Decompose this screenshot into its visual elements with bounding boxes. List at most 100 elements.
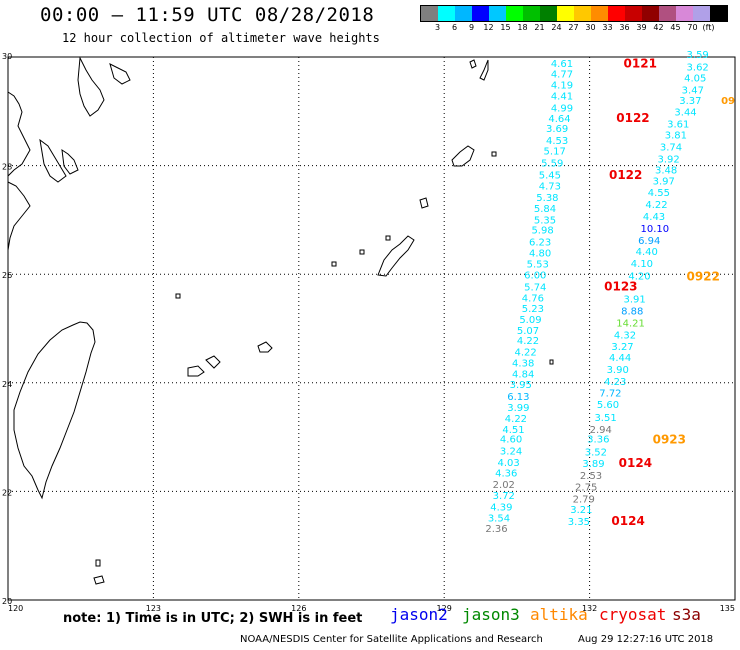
wave-label: 4.22 — [514, 348, 536, 359]
color-scale-legend: 3 6 9 12 15 18 21 24 27 30 33 36 39 42 45 70 (ft) — [420, 5, 740, 35]
wave-label: 6.94 — [638, 236, 660, 247]
wave-label: 4.64 — [548, 114, 570, 125]
tick-label-lat-28: 28 — [2, 163, 12, 172]
scale-label: 30 — [585, 23, 596, 32]
wave-label: 0124 — [611, 514, 644, 528]
wave-label: 0922 — [687, 270, 720, 284]
wave-label: 4.61 — [551, 59, 573, 70]
coast-yaku — [469, 59, 477, 69]
scale-label: 36 — [619, 23, 630, 32]
wave-label: 5.07 — [517, 326, 539, 337]
scale-label: 24 — [551, 23, 562, 32]
wave-label: 09 — [721, 96, 735, 107]
wave-label: 7.72 — [599, 388, 621, 399]
satellite-cryosat: cryosat — [599, 605, 667, 624]
wave-label: 3.61 — [667, 120, 689, 131]
wave-label: 3.89 — [582, 459, 604, 470]
wave-label: 4.55 — [648, 188, 670, 199]
wave-label: 4.43 — [643, 212, 665, 223]
scale-swatch — [438, 6, 455, 21]
wave-label: 4.60 — [500, 435, 522, 446]
coast-ishigaki — [187, 365, 205, 377]
wave-label: 3.91 — [624, 294, 646, 305]
tick-label-lat-20: 20 — [2, 597, 12, 606]
scale-swatch — [642, 6, 659, 21]
coast-china-4 — [77, 56, 105, 117]
coast-kume — [359, 249, 365, 255]
wave-label: 4.73 — [539, 181, 561, 192]
wave-label: 0124 — [619, 456, 652, 470]
wave-label: 4.38 — [512, 359, 534, 370]
tick-label-lat-22: 22 — [2, 488, 12, 497]
wave-label: 2.53 — [580, 471, 602, 482]
scale-swatch — [421, 6, 438, 21]
wave-label: 3.69 — [546, 124, 568, 135]
scale-label: 42 — [653, 23, 664, 32]
scale-label: 21 — [534, 23, 545, 32]
coast-kerama — [331, 261, 337, 267]
wave-label: 5.09 — [519, 315, 541, 326]
wave-label: 4.20 — [628, 272, 650, 283]
wave-label: 3.62 — [687, 63, 709, 74]
wave-label: 3.90 — [607, 365, 629, 376]
wave-label: 4.19 — [551, 80, 573, 91]
wave-label: 3.59 — [687, 50, 709, 61]
scale-swatch — [455, 6, 472, 21]
wave-label: 4.03 — [498, 458, 520, 469]
map-subtitle: 12 hour collection of altimeter wave hei… — [62, 31, 380, 45]
coast-small-island-1 — [95, 559, 101, 567]
wave-label: 4.53 — [546, 136, 568, 147]
wave-label: 5.53 — [527, 260, 549, 271]
wave-label: 3.52 — [585, 448, 607, 459]
wave-label: 3.35 — [568, 517, 590, 528]
wave-label: 5.35 — [534, 216, 556, 227]
wave-label: 4.44 — [609, 353, 631, 364]
scale-swatch — [591, 6, 608, 21]
tick-label-lon-129: 129 — [437, 604, 452, 613]
wave-label: 5.74 — [524, 282, 546, 293]
wave-label: 4.76 — [522, 293, 544, 304]
coast-tokunoshima — [419, 197, 429, 209]
scale-swatch — [523, 6, 540, 21]
wave-label: 5.38 — [536, 193, 558, 204]
scale-unit: (ft) — [702, 23, 715, 32]
wave-label: 6.23 — [529, 237, 551, 248]
wave-label: 4.80 — [529, 248, 551, 259]
wave-label: 4.99 — [551, 103, 573, 114]
tick-label-lon-126: 126 — [291, 604, 306, 613]
scale-swatch — [608, 6, 625, 21]
tick-label-lat-30: 30 — [2, 52, 12, 61]
wave-label: 3.44 — [674, 108, 696, 119]
satellite-altika: altika — [530, 605, 588, 624]
wave-label: 3.74 — [660, 142, 682, 153]
tick-label-lat-26: 26 — [2, 271, 12, 280]
wave-label: 3.27 — [611, 342, 633, 353]
scale-swatch — [710, 6, 727, 21]
coast-amami — [451, 145, 475, 167]
wave-label: 4.51 — [502, 425, 524, 436]
scale-swatch — [506, 6, 523, 21]
coast-china-2 — [7, 181, 31, 251]
wave-label: 0121 — [624, 56, 657, 70]
wave-label: 3.54 — [488, 513, 510, 524]
scale-swatch — [676, 6, 693, 21]
wave-label: 5.59 — [541, 159, 563, 170]
wave-label: 2.36 — [485, 524, 507, 535]
tick-label-lon-120: 120 — [8, 604, 23, 613]
coast-kikai — [491, 151, 497, 157]
coast-taiwan — [13, 321, 96, 500]
wave-label: 4.39 — [490, 502, 512, 513]
coast-china-1 — [7, 91, 31, 177]
wave-label: 2.94 — [590, 425, 612, 436]
scale-label: 70 — [687, 23, 698, 32]
wave-label: 3.72 — [493, 491, 515, 502]
map-title: 00:00 – 11:59 UTC 08/28/2018 — [40, 4, 375, 26]
coast-china-5 — [109, 63, 131, 85]
wave-label: 4.22 — [505, 414, 527, 425]
lat-lon-grid — [8, 57, 735, 600]
wave-label: 4.77 — [551, 70, 573, 81]
wave-label: 4.22 — [645, 200, 667, 211]
coast-daito — [549, 359, 554, 365]
coastlines — [7, 56, 554, 585]
wave-label: 3.47 — [682, 85, 704, 96]
